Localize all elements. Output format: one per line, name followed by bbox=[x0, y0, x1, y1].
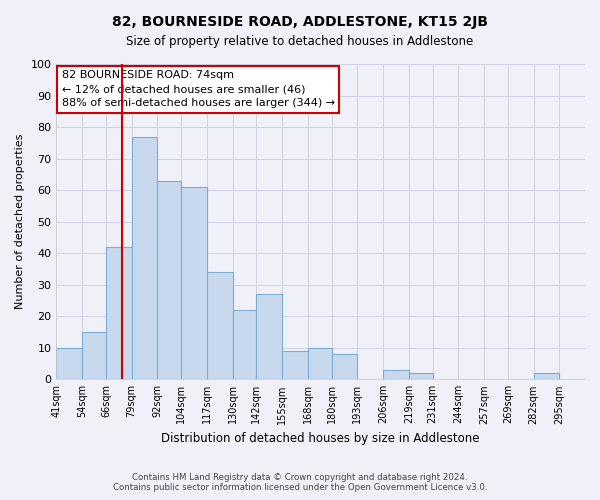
Bar bbox=[106, 247, 131, 380]
Bar bbox=[282, 351, 308, 380]
Y-axis label: Number of detached properties: Number of detached properties bbox=[15, 134, 25, 310]
X-axis label: Distribution of detached houses by size in Addlestone: Distribution of detached houses by size … bbox=[161, 432, 480, 445]
Bar bbox=[233, 310, 256, 380]
Bar bbox=[56, 348, 82, 380]
Text: Contains HM Land Registry data © Crown copyright and database right 2024.
Contai: Contains HM Land Registry data © Crown c… bbox=[113, 473, 487, 492]
Text: Size of property relative to detached houses in Addlestone: Size of property relative to detached ho… bbox=[127, 35, 473, 48]
Bar bbox=[131, 136, 157, 380]
Text: 82 BOURNESIDE ROAD: 74sqm
← 12% of detached houses are smaller (46)
88% of semi-: 82 BOURNESIDE ROAD: 74sqm ← 12% of detac… bbox=[62, 70, 335, 108]
Bar bbox=[308, 348, 332, 380]
Text: 82, BOURNESIDE ROAD, ADDLESTONE, KT15 2JB: 82, BOURNESIDE ROAD, ADDLESTONE, KT15 2J… bbox=[112, 15, 488, 29]
Bar bbox=[181, 187, 207, 380]
Bar bbox=[256, 294, 282, 380]
Bar bbox=[533, 373, 559, 380]
Bar bbox=[332, 354, 358, 380]
Bar bbox=[409, 373, 433, 380]
Bar bbox=[82, 332, 106, 380]
Bar bbox=[383, 370, 409, 380]
Bar bbox=[207, 272, 233, 380]
Bar bbox=[157, 180, 181, 380]
